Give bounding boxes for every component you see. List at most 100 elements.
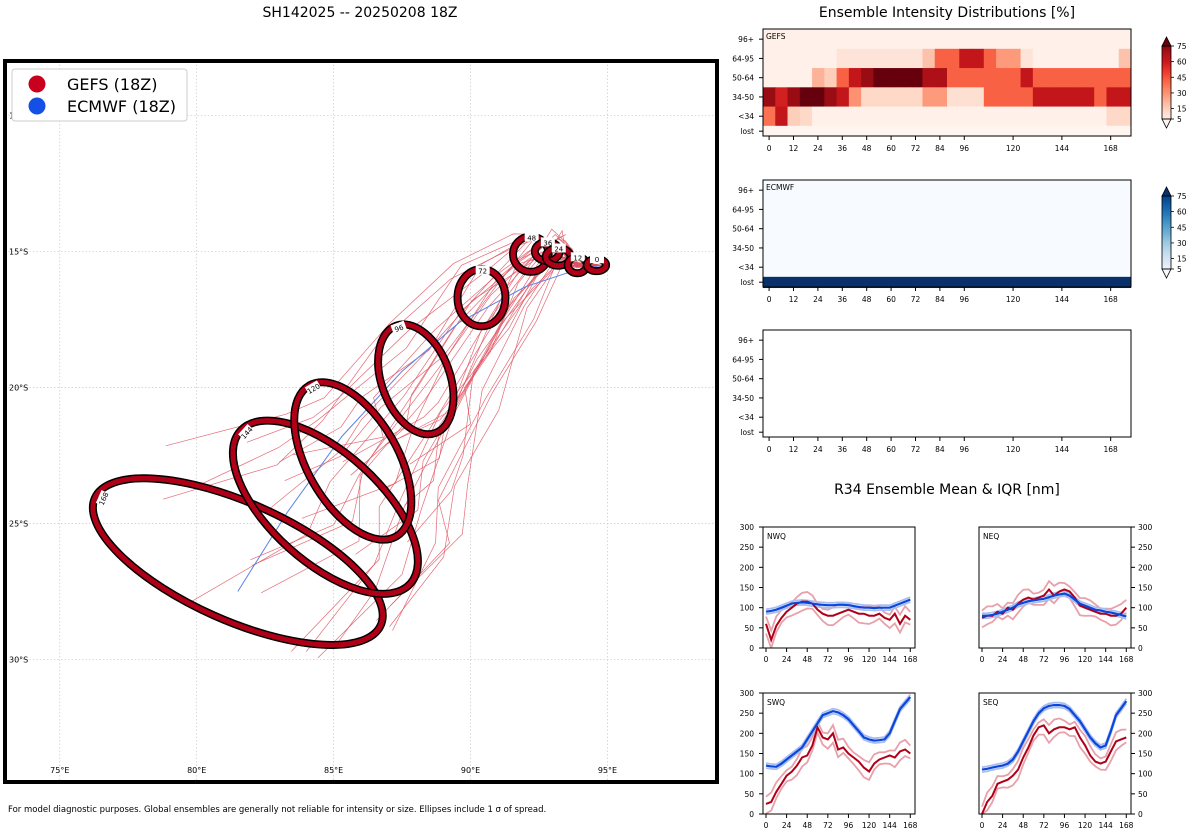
colorbar-segment <box>1162 82 1171 85</box>
r34-ytick-label: 100 <box>740 604 755 613</box>
legend-label: ECMWF (18Z) <box>67 97 176 116</box>
r34-xtick-label: 72 <box>823 655 833 664</box>
heatmap-cell <box>763 68 776 88</box>
heatmap-frame <box>762 179 1132 288</box>
heatmap-cell <box>861 87 874 108</box>
heatmap-cell <box>996 48 1009 69</box>
colorbar-segment <box>1162 95 1171 98</box>
colorbar-segment <box>1162 51 1171 54</box>
heatmap-cell <box>787 68 801 88</box>
ecmwf-iqr-lower <box>981 702 1128 773</box>
colorbar-segment <box>1162 56 1171 60</box>
heatmap-xtick-label: 96 <box>960 295 970 304</box>
r34-panel-label: NEQ <box>983 532 999 541</box>
r34-xtick-label: 48 <box>1018 655 1028 664</box>
heatmap-xtick-label: 120 <box>1006 445 1021 454</box>
heatmap-xtick-label: 24 <box>813 445 823 454</box>
heatmap-cell <box>897 125 911 138</box>
heatmap-cell <box>861 68 874 88</box>
ellipse-group: 168 <box>88 474 387 649</box>
colorbar-frame <box>1161 45 1172 120</box>
colorbar-segment <box>1162 208 1171 211</box>
heatmap-cell <box>1045 87 1058 108</box>
colorbar-tick-label: 30 <box>1177 89 1187 98</box>
colorbar-segment <box>1162 73 1171 76</box>
colorbar-segment <box>1162 212 1171 215</box>
r34-ytick-label: 250 <box>740 543 755 552</box>
colorbar-tick-label: 30 <box>1177 239 1187 248</box>
colorbar-segment <box>1162 206 1171 210</box>
heatmap-cell <box>1032 48 1046 69</box>
heatmap-cell <box>897 29 911 50</box>
heatmap-cell <box>1057 68 1071 88</box>
colorbar-segment <box>1162 247 1171 250</box>
heatmap-cell <box>959 125 973 138</box>
heatmap-cell <box>897 87 911 108</box>
heatmap-cell <box>1020 87 1034 108</box>
r34-xtick-label: 168 <box>903 655 918 664</box>
heatmap-cell <box>836 87 850 108</box>
heatmap-cell <box>861 125 874 138</box>
heatmap-cell <box>1106 48 1120 69</box>
ecmwf-mean-line <box>765 696 912 768</box>
heatmap-cell <box>763 29 776 50</box>
heatmap-cell <box>1094 87 1107 108</box>
heatmap-cell <box>934 106 948 127</box>
ellipse-label-bg <box>304 380 322 396</box>
heatmap-cell <box>1106 125 1120 138</box>
heatmap-xtick-label: 168 <box>1104 295 1119 304</box>
r34-xtick-label: 96 <box>844 821 854 830</box>
heatmap-cell <box>1020 48 1034 69</box>
heatmap-ytick-label: lost <box>740 428 754 437</box>
colorbar-segment <box>1162 100 1171 103</box>
heatmap-cell <box>885 48 899 69</box>
heatmap-cell <box>775 106 789 127</box>
heatmap-xtick-label: 96 <box>960 144 970 153</box>
r34-ytick-label: 0 <box>749 810 754 819</box>
colorbar-segment <box>1162 98 1171 102</box>
colorbar-segment <box>1162 86 1171 89</box>
gefs-iqr-upper <box>765 718 911 798</box>
heatmap-cell <box>1032 106 1046 127</box>
r34-xtick-label: 144 <box>883 821 898 830</box>
heatmap-xtick-label: 0 <box>767 144 772 153</box>
heatmap-cell <box>1081 68 1095 88</box>
heatmap-cell <box>1008 87 1022 108</box>
spread-ellipse <box>90 475 386 648</box>
heatmap-xtick-label: 96 <box>960 445 970 454</box>
colorbar-segment <box>1162 102 1171 105</box>
colorbar-segment <box>1162 111 1171 114</box>
colorbar-segment <box>1162 259 1171 263</box>
heatmap-cell <box>763 48 776 69</box>
r34-ytick-label: 150 <box>740 584 755 593</box>
heatmap-cell <box>1069 48 1083 69</box>
heatmap-cell <box>934 68 948 88</box>
heatmap-cell <box>897 106 911 127</box>
gefs-mean-line <box>765 724 911 805</box>
legend-label: GEFS (18Z) <box>67 75 157 94</box>
heatmap-cell <box>947 87 960 108</box>
heatmap-cell <box>775 125 789 138</box>
heatmap-cell <box>1045 68 1058 88</box>
heatmap-xtick-label: 12 <box>789 295 799 304</box>
ecmwf-iqr-upper <box>982 590 1127 615</box>
r34-ytick-label: 200 <box>740 729 755 738</box>
colorbar-segment <box>1162 245 1171 248</box>
heatmap-xtick-label: 120 <box>1006 144 1021 153</box>
map-title: SH142025 -- 20250208 18Z <box>263 5 458 21</box>
heatmap-xtick-label: 120 <box>1006 295 1021 304</box>
heatmap-cell <box>1081 106 1095 127</box>
heatmap-cell <box>848 68 862 88</box>
colorbar-extend-bottom <box>1161 118 1172 129</box>
heatmap-xtick-label: 60 <box>886 144 896 153</box>
heatmap-cell <box>1069 87 1083 108</box>
r34-xtick-label: 0 <box>764 821 769 830</box>
r34-xtick-label: 0 <box>980 655 985 664</box>
heatmap-cell <box>910 68 923 88</box>
r34-xtick-label: 96 <box>1060 821 1070 830</box>
heatmap-cell <box>873 29 887 50</box>
heatmap-xtick-label: 12 <box>789 445 799 454</box>
heatmap-cell <box>836 48 850 69</box>
heatmap-cell <box>1106 29 1120 50</box>
heatmap-cell <box>763 106 776 127</box>
